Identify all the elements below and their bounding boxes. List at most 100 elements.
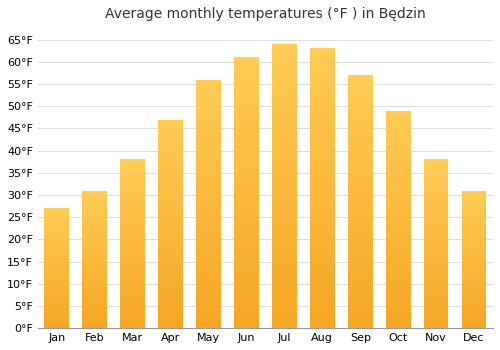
Bar [44,244,69,246]
Bar [424,233,448,236]
Bar [272,154,296,158]
Bar [82,197,107,199]
Bar [310,69,334,73]
Bar [348,186,372,189]
Bar [272,325,296,328]
Bar [158,187,183,190]
Bar [158,245,183,247]
Bar [234,264,259,267]
Bar [348,82,372,85]
Bar [234,223,259,227]
Bar [462,282,486,284]
Bar [462,192,486,194]
Bar [272,314,296,317]
Bar [44,258,69,259]
Bar [234,237,259,240]
Bar [424,236,448,238]
Bar [462,220,486,222]
Bar [82,287,107,289]
Bar [424,316,448,318]
Bar [386,127,410,130]
Bar [44,280,69,282]
Bar [82,259,107,261]
Bar [44,327,69,328]
Bar [82,206,107,208]
Bar [462,233,486,235]
Bar [272,229,296,232]
Bar [386,266,410,268]
Bar [310,279,334,283]
Bar [158,140,183,143]
Bar [310,167,334,171]
Bar [234,291,259,294]
Bar [348,126,372,129]
Bar [424,242,448,244]
Bar [272,261,296,264]
Bar [462,301,486,302]
Bar [424,238,448,240]
Bar [82,308,107,309]
Bar [386,130,410,132]
Bar [272,236,296,239]
Bar [120,275,145,278]
Bar [196,163,221,167]
Bar [234,321,259,325]
Bar [82,244,107,246]
Bar [310,66,334,69]
Bar [196,325,221,328]
Bar [462,249,486,251]
Bar [424,160,448,162]
Bar [82,223,107,225]
Bar [386,255,410,258]
Bar [234,94,259,98]
Bar [272,307,296,310]
Bar [196,142,221,145]
Bar [120,261,145,263]
Bar [158,260,183,263]
Bar [424,240,448,242]
Bar [310,227,334,230]
Bar [386,241,410,244]
Bar [348,119,372,122]
Bar [234,244,259,247]
Bar [424,265,448,267]
Bar [196,235,221,238]
Bar [272,243,296,246]
Bar [158,310,183,313]
Bar [158,167,183,169]
Bar [386,203,410,206]
Bar [158,320,183,323]
Bar [462,229,486,230]
Bar [348,141,372,145]
Bar [82,261,107,263]
Bar [120,160,145,162]
Bar [272,264,296,268]
Bar [424,324,448,326]
Bar [386,287,410,290]
Bar [272,197,296,200]
Bar [234,278,259,281]
Bar [424,229,448,231]
Bar [462,309,486,311]
Bar [272,250,296,254]
Bar [82,239,107,240]
Bar [82,282,107,284]
Bar [82,268,107,270]
Bar [120,267,145,269]
Bar [424,290,448,292]
Bar [272,129,296,133]
Bar [196,114,221,117]
Bar [310,146,334,150]
Bar [158,146,183,148]
Bar [348,189,372,192]
Bar [234,61,259,64]
Bar [82,216,107,218]
Bar [386,219,410,222]
Bar [120,174,145,176]
Bar [196,251,221,254]
Bar [386,315,410,317]
Bar [82,251,107,252]
Bar [424,185,448,187]
Bar [424,296,448,299]
Bar [158,190,183,192]
